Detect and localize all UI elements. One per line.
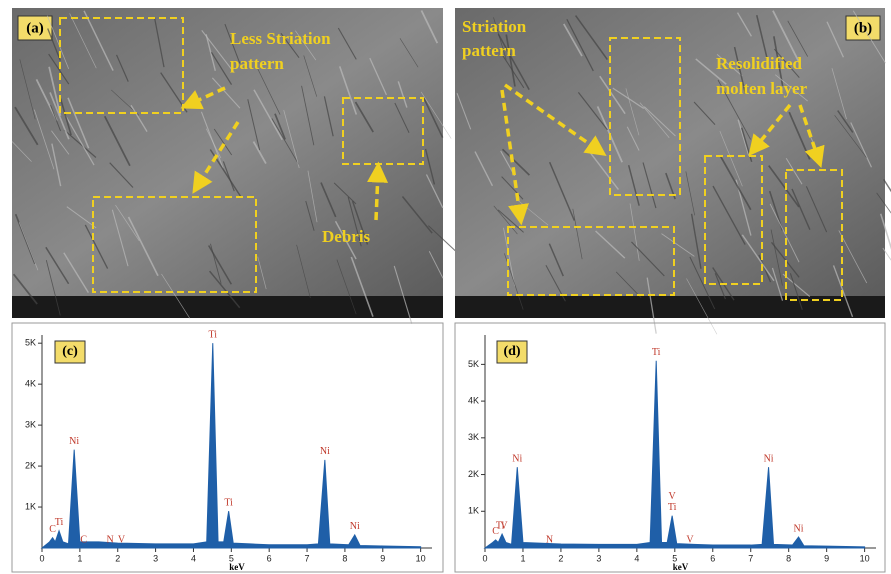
peak-label: Ti — [668, 502, 677, 513]
peak-label: Ni — [512, 454, 522, 465]
y-tick-label: 3K — [25, 419, 36, 429]
x-tick-label: 7 — [748, 553, 753, 563]
annotation: Debris — [322, 227, 371, 246]
peak-label: V — [669, 491, 677, 502]
x-tick-label: 2 — [558, 553, 563, 563]
x-tick-label: 3 — [596, 553, 601, 563]
y-tick-label: 1K — [468, 506, 479, 516]
x-axis-label: keV — [229, 562, 245, 572]
annotation: pattern — [462, 41, 516, 60]
y-tick-label: 5K — [25, 338, 36, 348]
annotation: Less Striation — [230, 29, 331, 48]
peak-label: Ti — [652, 347, 661, 358]
peak-label: V — [686, 534, 694, 545]
peak-label: V — [118, 534, 126, 545]
peak-label: Ni — [764, 454, 774, 465]
peak-label: Ni — [69, 436, 79, 447]
peak-label: Ni — [320, 446, 330, 457]
x-tick-label: 4 — [191, 553, 196, 563]
figure: (a) Less Striation pattern Debris (b) Striat… — [0, 0, 891, 574]
panel-label: (d) — [503, 344, 520, 359]
x-tick-label: 10 — [416, 553, 426, 563]
peak-label: Ti — [55, 517, 64, 528]
x-tick-label: 2 — [115, 553, 120, 563]
peak-label: Ti — [208, 329, 217, 340]
x-tick-label: 6 — [710, 553, 715, 563]
y-tick-label: 3K — [468, 432, 479, 442]
spectrum — [42, 343, 421, 548]
x-tick-label: 9 — [380, 553, 385, 563]
sem-image-a: (a) Less Striation pattern Debris — [12, 8, 460, 324]
x-tick-label: 7 — [305, 553, 310, 563]
y-tick-label: 2K — [468, 469, 479, 479]
peak-label: Ni — [794, 523, 804, 534]
y-tick-label: 2K — [25, 460, 36, 470]
x-tick-label: 6 — [267, 553, 272, 563]
panel-label: (c) — [62, 344, 78, 359]
peak-label: N — [546, 534, 553, 545]
x-tick-label: 0 — [39, 553, 44, 563]
x-tick-label: 8 — [786, 553, 791, 563]
peak-label: Ti — [224, 497, 233, 508]
peak-label: V — [500, 520, 508, 531]
x-tick-label: 0 — [482, 553, 487, 563]
annotation: Striation — [462, 17, 527, 36]
annotation: pattern — [230, 54, 284, 73]
x-tick-label: 4 — [634, 553, 639, 563]
x-tick-label: 8 — [342, 553, 347, 563]
peak-label: C — [80, 534, 87, 545]
x-tick-label: 1 — [77, 553, 82, 563]
peak-label: Ni — [350, 521, 360, 532]
x-tick-label: 10 — [860, 553, 870, 563]
x-tick-label: 9 — [824, 553, 829, 563]
y-tick-label: 4K — [25, 379, 36, 389]
sem-image-b: (b) Striation pattern Resolidified molten la… — [455, 8, 891, 334]
x-axis-label: keV — [673, 562, 689, 572]
panel-label: (b) — [854, 20, 872, 36]
y-tick-label: 1K — [25, 501, 36, 511]
spectrum — [485, 361, 865, 548]
y-tick-label: 4K — [468, 395, 479, 405]
panel-label: (a) — [26, 20, 44, 36]
x-tick-label: 3 — [153, 553, 158, 563]
peak-label: N — [107, 534, 114, 545]
y-tick-label: 5K — [468, 359, 479, 369]
annotation: Resolidified — [716, 54, 802, 73]
annotation: molten layer — [716, 79, 808, 98]
page: (a) Less Striation pattern Debris (b) Striat… — [0, 0, 891, 574]
x-tick-label: 1 — [520, 553, 525, 563]
